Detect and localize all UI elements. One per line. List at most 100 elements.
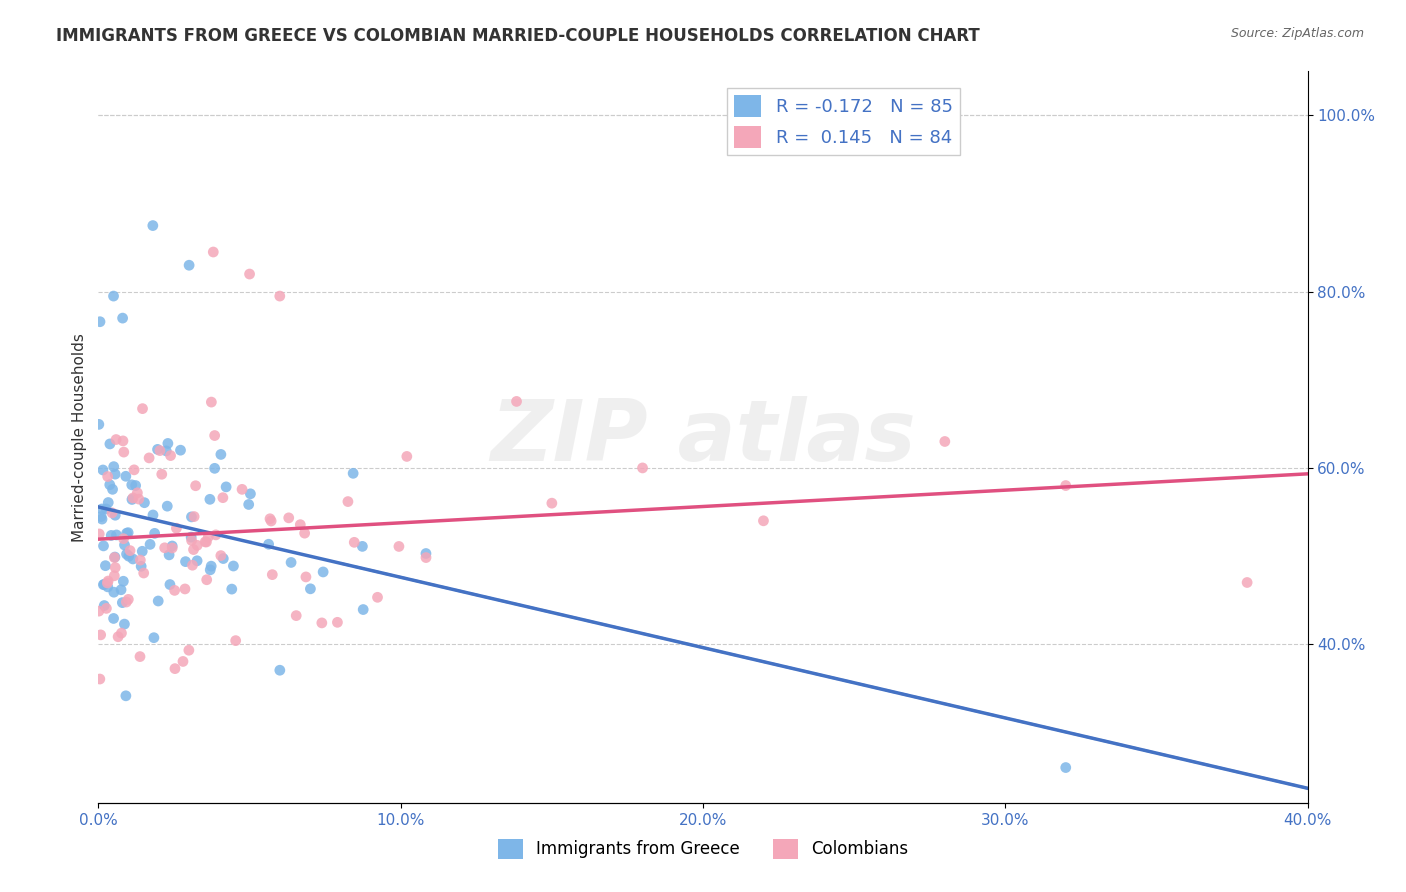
Colombians bbox=[90, 628, 112, 642]
Immigrants from Greece bbox=[186, 554, 208, 568]
Colombians bbox=[1236, 575, 1258, 590]
Colombians bbox=[111, 434, 134, 448]
Colombians bbox=[122, 491, 145, 505]
Immigrants from Greece bbox=[342, 467, 364, 481]
Text: ZIP atlas: ZIP atlas bbox=[491, 395, 915, 479]
Colombians bbox=[225, 633, 247, 648]
Colombians bbox=[277, 511, 299, 525]
Legend: Immigrants from Greece, Colombians: Immigrants from Greece, Colombians bbox=[491, 832, 915, 866]
Immigrants from Greece bbox=[93, 577, 115, 591]
Colombians bbox=[160, 541, 183, 555]
Immigrants from Greece bbox=[93, 599, 115, 613]
Colombians bbox=[103, 568, 125, 582]
Colombians bbox=[415, 550, 437, 565]
Immigrants from Greece bbox=[93, 577, 115, 591]
Colombians bbox=[204, 428, 226, 442]
Colombians bbox=[200, 395, 222, 409]
Colombians bbox=[101, 506, 124, 520]
Immigrants from Greece bbox=[212, 551, 235, 566]
Colombians bbox=[294, 526, 316, 541]
Immigrants from Greece bbox=[148, 594, 170, 608]
Immigrants from Greece bbox=[146, 442, 169, 457]
Immigrants from Greece bbox=[122, 552, 145, 566]
Colombians bbox=[110, 626, 132, 640]
Immigrants from Greece bbox=[101, 483, 124, 497]
Immigrants from Greece bbox=[94, 558, 117, 573]
Colombians bbox=[194, 535, 217, 549]
Colombians bbox=[1054, 478, 1077, 492]
Colombians bbox=[87, 604, 110, 618]
Immigrants from Greece bbox=[180, 530, 202, 544]
Colombians bbox=[183, 542, 205, 557]
Colombians bbox=[269, 289, 291, 303]
Immigrants from Greece bbox=[221, 582, 243, 596]
Immigrants from Greece bbox=[96, 502, 118, 516]
Colombians bbox=[112, 445, 135, 459]
Immigrants from Greece bbox=[215, 480, 238, 494]
Immigrants from Greece bbox=[93, 539, 115, 553]
Colombians bbox=[260, 514, 283, 528]
Colombians bbox=[204, 528, 226, 542]
Colombians bbox=[172, 655, 194, 669]
Colombians bbox=[181, 558, 204, 573]
Immigrants from Greece bbox=[156, 499, 179, 513]
Immigrants from Greece bbox=[89, 315, 111, 329]
Immigrants from Greece bbox=[121, 478, 143, 492]
Colombians bbox=[177, 643, 200, 657]
Colombians bbox=[89, 527, 111, 541]
Immigrants from Greece bbox=[118, 549, 141, 564]
Immigrants from Greece bbox=[198, 492, 221, 507]
Immigrants from Greece bbox=[143, 526, 166, 541]
Immigrants from Greece bbox=[124, 478, 146, 492]
Colombians bbox=[132, 566, 155, 580]
Immigrants from Greece bbox=[415, 547, 437, 561]
Immigrants from Greece bbox=[142, 631, 165, 645]
Y-axis label: Married-couple Households: Married-couple Households bbox=[72, 333, 87, 541]
Immigrants from Greece bbox=[352, 602, 374, 616]
Immigrants from Greece bbox=[200, 559, 222, 574]
Immigrants from Greece bbox=[91, 463, 114, 477]
Immigrants from Greece bbox=[98, 477, 121, 491]
Colombians bbox=[311, 615, 333, 630]
Colombians bbox=[343, 535, 366, 549]
Immigrants from Greece bbox=[90, 509, 112, 524]
Colombians bbox=[150, 467, 173, 482]
Colombians bbox=[129, 649, 152, 664]
Colombians bbox=[89, 672, 111, 686]
Text: IMMIGRANTS FROM GREECE VS COLOMBIAN MARRIED-COUPLE HOUSEHOLDS CORRELATION CHART: IMMIGRANTS FROM GREECE VS COLOMBIAN MARR… bbox=[56, 27, 980, 45]
Immigrants from Greece bbox=[1054, 760, 1077, 774]
Immigrants from Greece bbox=[139, 537, 162, 551]
Immigrants from Greece bbox=[174, 555, 197, 569]
Colombians bbox=[184, 479, 207, 493]
Colombians bbox=[103, 550, 125, 565]
Immigrants from Greece bbox=[159, 577, 181, 591]
Immigrants from Greece bbox=[269, 663, 291, 677]
Immigrants from Greece bbox=[97, 495, 120, 509]
Immigrants from Greece bbox=[160, 539, 183, 553]
Colombians bbox=[122, 463, 145, 477]
Colombians bbox=[326, 615, 349, 630]
Legend: R = -0.172   N = 85, R =  0.145   N = 84: R = -0.172 N = 85, R = 0.145 N = 84 bbox=[727, 87, 960, 155]
Colombians bbox=[209, 549, 232, 563]
Colombians bbox=[505, 394, 527, 409]
Colombians bbox=[285, 608, 308, 623]
Immigrants from Greece bbox=[222, 559, 245, 574]
Immigrants from Greece bbox=[90, 502, 112, 516]
Colombians bbox=[202, 245, 225, 260]
Colombians bbox=[149, 443, 172, 458]
Immigrants from Greece bbox=[105, 528, 128, 542]
Immigrants from Greece bbox=[91, 512, 114, 526]
Immigrants from Greece bbox=[238, 498, 260, 512]
Colombians bbox=[163, 662, 186, 676]
Immigrants from Greece bbox=[104, 508, 127, 523]
Colombians bbox=[934, 434, 956, 449]
Colombians bbox=[239, 267, 262, 281]
Colombians bbox=[129, 553, 152, 567]
Immigrants from Greece bbox=[104, 467, 127, 482]
Colombians bbox=[367, 591, 389, 605]
Immigrants from Greece bbox=[115, 526, 138, 541]
Colombians bbox=[295, 570, 318, 584]
Immigrants from Greece bbox=[169, 443, 191, 458]
Immigrants from Greece bbox=[97, 580, 120, 594]
Colombians bbox=[115, 595, 138, 609]
